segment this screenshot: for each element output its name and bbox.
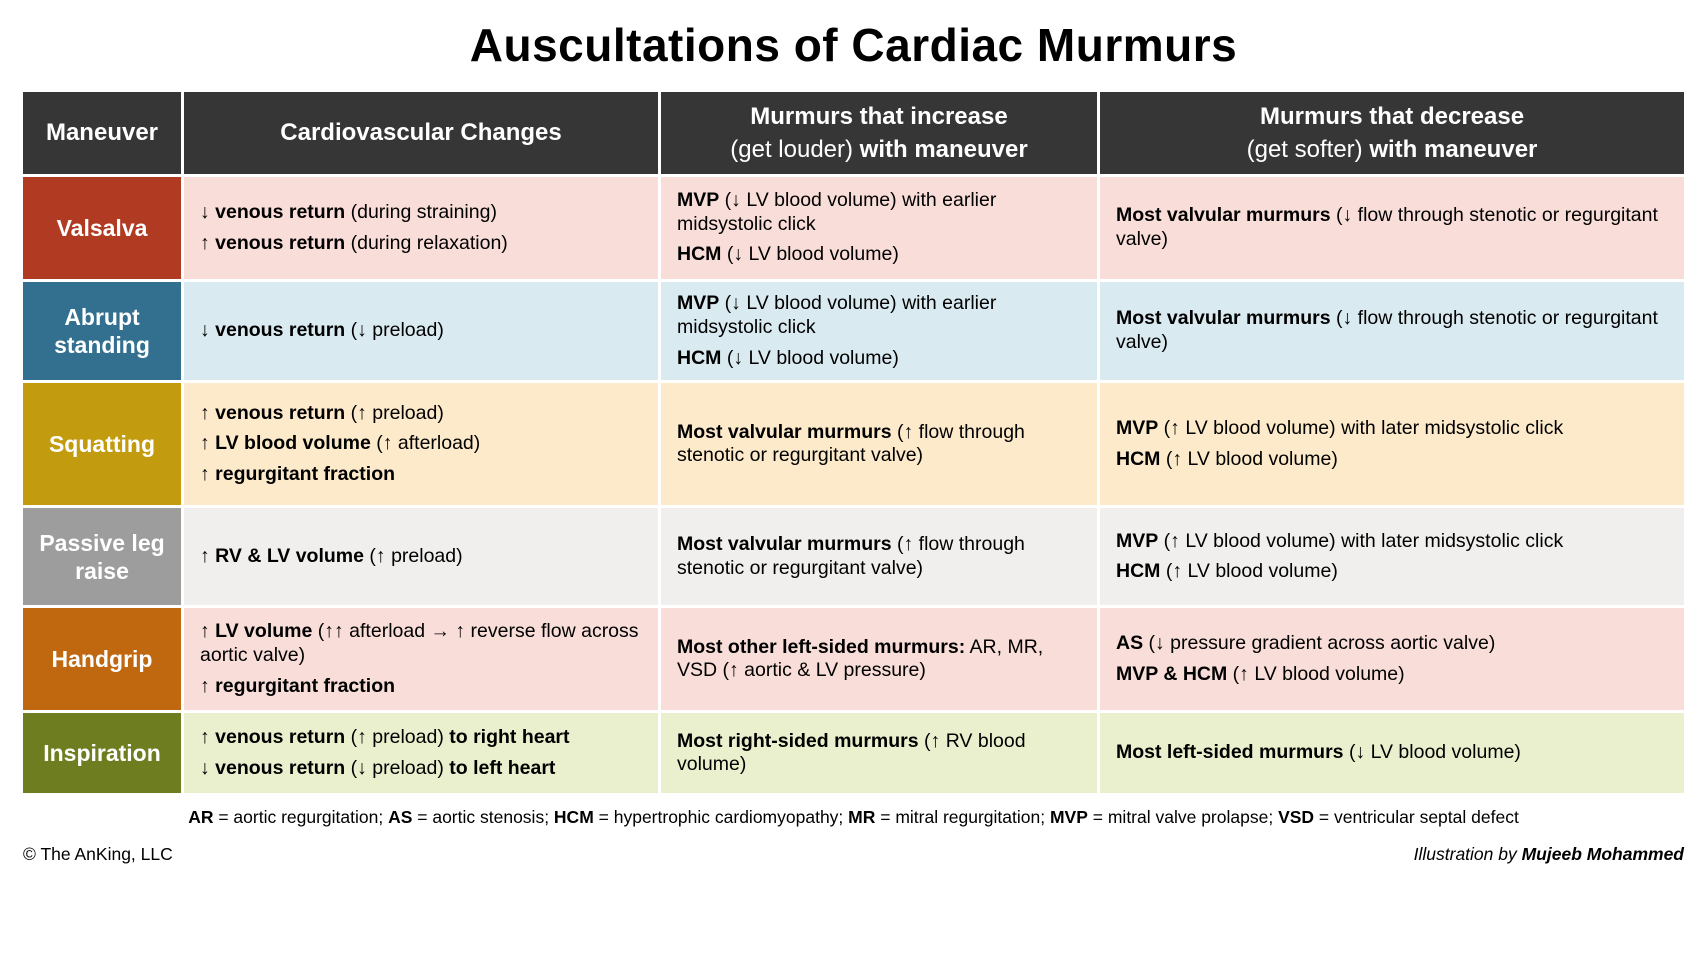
copyright: © The AnKing, LLC (23, 844, 173, 865)
maneuver-cell: Passive leg raise (23, 508, 181, 606)
table-row: Squatting ↑ venous return (↑ preload) ↑ L… (23, 383, 1684, 506)
footer: © The AnKing, LLC Illustration by Mujeeb… (23, 844, 1684, 865)
maneuver-cell: Squatting (23, 383, 181, 506)
murmurs-table: Maneuver Cardiovascular Changes Murmurs … (23, 92, 1684, 794)
table-row: Valsalva ↓ venous return (during straini… (23, 177, 1684, 279)
decrease-murmurs-cell: Most left-sided murmurs (↓ LV blood volu… (1100, 713, 1684, 794)
column-header-murmurs-increase: Murmurs that increase (get louder) with m… (661, 92, 1097, 174)
column-header-maneuver: Maneuver (23, 92, 181, 174)
table-row: Handgrip ↑ LV volume (↑↑ afterload → ↑ r… (23, 608, 1684, 711)
increase-murmurs-cell: Most other left-sided murmurs: AR, MR, V… (661, 608, 1097, 711)
maneuver-cell: Inspiration (23, 713, 181, 794)
cardio-changes-cell: ↓ venous return (↓ preload) (184, 282, 658, 381)
column-header-murmurs-decrease: Murmurs that decrease (get softer) with m… (1100, 92, 1684, 174)
decrease-murmurs-cell: MVP (↑ LV blood volume) with later midsy… (1100, 383, 1684, 506)
increase-murmurs-cell: MVP (↓ LV blood volume) with earlier mid… (661, 177, 1097, 279)
column-header-cardiovascular-changes: Cardiovascular Changes (184, 92, 658, 174)
maneuver-cell: Abrupt standing (23, 282, 181, 381)
table-header-row: Maneuver Cardiovascular Changes Murmurs … (23, 92, 1684, 174)
increase-murmurs-cell: Most valvular murmurs (↑ flow through st… (661, 508, 1097, 606)
cardio-changes-cell: ↑ RV & LV volume (↑ preload) (184, 508, 658, 606)
decrease-murmurs-cell: MVP (↑ LV blood volume) with later midsy… (1100, 508, 1684, 606)
cardio-changes-cell: ↓ venous return (during straining) ↑ veno… (184, 177, 658, 279)
increase-murmurs-cell: Most valvular murmurs (↑ flow through st… (661, 383, 1097, 506)
abbreviations-footnote: AR = aortic regurgitation; AS = aortic s… (188, 807, 1519, 828)
decrease-murmurs-cell: Most valvular murmurs (↓ flow through st… (1100, 282, 1684, 381)
decrease-murmurs-cell: AS (↓ pressure gradient across aortic va… (1100, 608, 1684, 711)
maneuver-cell: Valsalva (23, 177, 181, 279)
cardio-changes-cell: ↑ LV volume (↑↑ afterload → ↑ reverse fl… (184, 608, 658, 711)
table-row: Passive leg raise ↑ RV & LV volume (↑ pr… (23, 508, 1684, 606)
table-body: Valsalva ↓ venous return (during straini… (23, 177, 1684, 794)
increase-murmurs-cell: Most right-sided murmurs (↑ RV blood vol… (661, 713, 1097, 794)
cardio-changes-cell: ↑ venous return (↑ preload) to right hea… (184, 713, 658, 794)
maneuver-cell: Handgrip (23, 608, 181, 711)
table-row: Abrupt standing ↓ venous return (↓ prelo… (23, 282, 1684, 381)
page-title: Auscultations of Cardiac Murmurs (469, 19, 1238, 71)
cardio-changes-cell: ↑ venous return (↑ preload) ↑ LV blood vo… (184, 383, 658, 506)
poster: Auscultations of Cardiac Murmurs Maneuve… (23, 19, 1684, 865)
decrease-murmurs-cell: Most valvular murmurs (↓ flow through st… (1100, 177, 1684, 279)
increase-murmurs-cell: MVP (↓ LV blood volume) with earlier mid… (661, 282, 1097, 381)
illustration-credit: Illustration by Mujeeb Mohammed (1413, 844, 1684, 865)
table-row: Inspiration ↑ venous return (↑ preload) … (23, 713, 1684, 794)
